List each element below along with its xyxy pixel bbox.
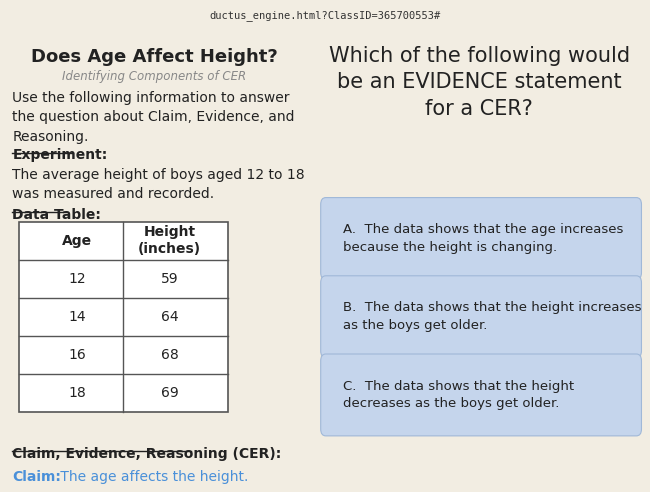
Text: Data Table:: Data Table: [12, 208, 101, 222]
Text: 59: 59 [161, 272, 179, 286]
Text: Experiment:: Experiment: [12, 148, 108, 162]
Text: B.  The data shows that the height increases
as the boys get older.: B. The data shows that the height increa… [343, 302, 642, 332]
Text: Claim, Evidence, Reasoning (CER):: Claim, Evidence, Reasoning (CER): [12, 447, 281, 461]
Text: 69: 69 [161, 386, 179, 400]
Text: The average height of boys aged 12 to 18
was measured and recorded.: The average height of boys aged 12 to 18… [12, 168, 305, 201]
Text: 12: 12 [68, 272, 86, 286]
Text: Use the following information to answer
the question about Claim, Evidence, and
: Use the following information to answer … [12, 91, 295, 144]
Text: A.  The data shows that the age increases
because the height is changing.: A. The data shows that the age increases… [343, 223, 623, 254]
Text: 14: 14 [68, 310, 86, 324]
FancyBboxPatch shape [320, 276, 642, 358]
Text: 68: 68 [161, 348, 179, 362]
FancyBboxPatch shape [320, 198, 642, 279]
Text: C.  The data shows that the height
decreases as the boys get older.: C. The data shows that the height decrea… [343, 380, 574, 410]
FancyBboxPatch shape [320, 354, 642, 436]
Text: Does Age Affect Height?: Does Age Affect Height? [31, 48, 278, 66]
Text: ductus_engine.html?ClassID=365700553#: ductus_engine.html?ClassID=365700553# [209, 10, 441, 22]
Text: Which of the following would
be an EVIDENCE statement
for a CER?: Which of the following would be an EVIDE… [329, 46, 630, 119]
Text: Height
(inches): Height (inches) [138, 225, 202, 256]
Text: The age affects the height.: The age affects the height. [55, 470, 248, 484]
Text: Identifying Components of CER: Identifying Components of CER [62, 70, 246, 83]
Text: 64: 64 [161, 310, 179, 324]
Bar [18, 221, 229, 412]
Text: Age: Age [62, 234, 92, 247]
Text: Claim:: Claim: [12, 470, 61, 484]
Text: 16: 16 [68, 348, 86, 362]
Text: 18: 18 [68, 386, 86, 400]
